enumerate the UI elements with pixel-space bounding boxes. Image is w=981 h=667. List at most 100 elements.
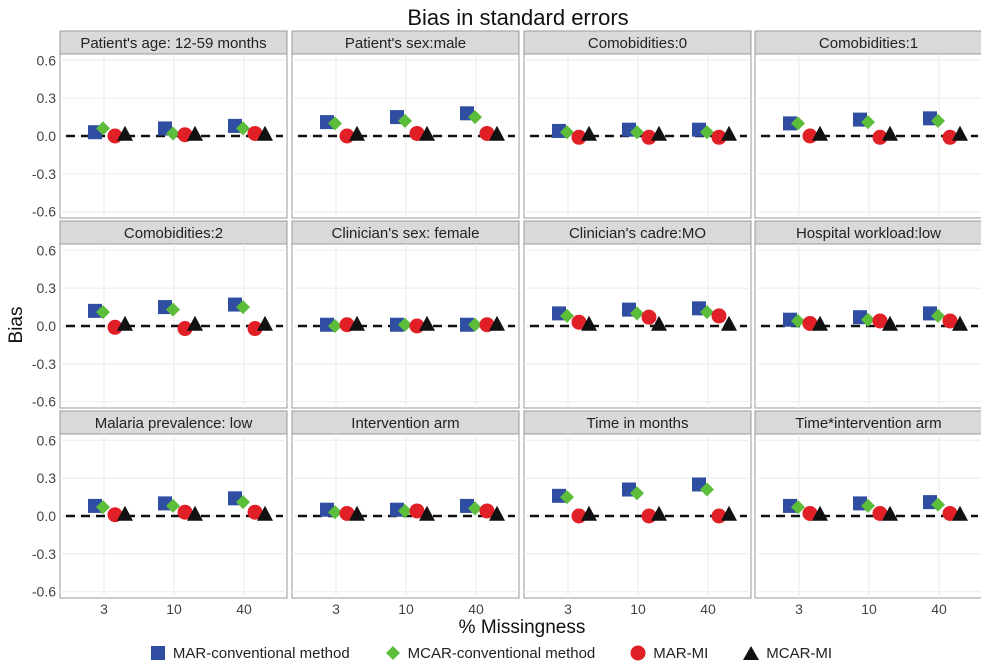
x-tick-label: 10 [861, 601, 877, 617]
point-mcar-mi [651, 505, 667, 521]
facet-panel: Patient's sex:male [291, 30, 520, 219]
point-mcar-conventional [96, 121, 110, 136]
point-mcar-conventional [398, 113, 412, 128]
x-axis-title: % Missingness [459, 617, 586, 638]
point-mcar-mi [651, 125, 667, 141]
point-mar-mi [802, 505, 818, 521]
x-tick-label: 10 [630, 601, 646, 617]
point-mar-mi [409, 125, 425, 141]
legend-item-mcar-conventional: MCAR-conventional method [384, 644, 595, 662]
point-mcar-mi [117, 125, 133, 141]
point-mcar-conventional [931, 308, 945, 323]
point-mar-conventional [783, 116, 797, 131]
point-mar-mi [339, 505, 355, 521]
point-mcar-mi [581, 315, 597, 331]
facet-panel: Clinician's sex: female [291, 220, 520, 409]
point-mcar-mi [117, 315, 133, 331]
x-tick-label: 40 [468, 601, 484, 617]
x-tick-label: 40 [700, 601, 716, 617]
point-mcar-mi [257, 315, 273, 331]
point-mcar-conventional [236, 300, 250, 315]
y-tick-label: 0.0 [37, 508, 57, 524]
y-tick-label: 0.3 [37, 470, 57, 486]
point-mcar-conventional [96, 305, 110, 320]
facet-panels: 0.6 0.3 0.0 -0.3 -0.6 0.6 0.3 0.0 -0.3 -0.6 0.6 0.3… [32, 30, 981, 617]
panel-title: Clinician's cadre:MO [569, 225, 706, 242]
y-tick-label: -0.3 [32, 546, 56, 562]
point-mcar-conventional [630, 486, 644, 501]
point-mar-mi [641, 309, 657, 325]
point-mar-mi [872, 313, 888, 329]
point-mcar-conventional [328, 116, 342, 131]
legend-label: MAR-MI [653, 644, 709, 662]
point-mar-mi [711, 129, 727, 145]
point-mcar-mi [721, 125, 737, 141]
point-mcar-conventional [236, 121, 250, 136]
x-tick-label: 40 [236, 601, 252, 617]
point-mar-mi [479, 125, 495, 141]
x-tick-label: 3 [564, 601, 572, 617]
point-mcar-mi [257, 505, 273, 521]
point-mcar-mi [257, 125, 273, 141]
x-tick-label: 3 [795, 601, 803, 617]
point-mcar-conventional [236, 495, 250, 510]
y-tick-label: -0.6 [32, 204, 56, 220]
panel-title: Malaria prevalence: low [95, 415, 253, 432]
point-mcar-mi [721, 315, 737, 331]
point-mcar-conventional [861, 115, 875, 130]
point-mar-mi [247, 125, 263, 141]
point-mcar-mi [952, 125, 968, 141]
point-mar-mi [942, 505, 958, 521]
facet-panel: Comobidities:1 [754, 30, 981, 219]
point-mcar-conventional [861, 312, 875, 327]
point-mcar-mi [489, 315, 505, 331]
point-mcar-conventional [166, 302, 180, 317]
legend-item-mar-mi: MAR-MI [629, 644, 708, 662]
point-mcar-conventional [328, 319, 342, 333]
point-mcar-mi [812, 505, 828, 521]
facet-panel: Comobidities:2 [59, 220, 288, 409]
y-axis-title: Bias [6, 307, 27, 344]
panel-title: Patient's age: 12-59 months [80, 35, 266, 52]
point-mar-mi [942, 313, 958, 329]
point-mcar-conventional [630, 125, 644, 140]
x-tick-label: 10 [398, 601, 414, 617]
panel-title: Hospital workload:low [796, 225, 941, 242]
panel-title: Clinician's sex: female [332, 225, 480, 242]
point-mar-mi [247, 504, 263, 520]
point-mar-mi [942, 129, 958, 145]
circle-icon [630, 645, 646, 661]
point-mcar-mi [581, 505, 597, 521]
legend: MAR-conventional method MCAR-conventiona… [0, 640, 981, 666]
point-mcar-conventional [791, 116, 805, 131]
legend-label: MCAR-MI [766, 644, 833, 662]
point-mcar-mi [651, 315, 667, 331]
point-mcar-mi [489, 125, 505, 141]
point-mcar-conventional [700, 305, 714, 320]
y-tick-label: 0.0 [37, 128, 57, 144]
point-mcar-conventional [560, 490, 574, 505]
diamond-icon [385, 646, 400, 660]
point-mcar-conventional [931, 497, 945, 512]
y-tick-label: 0.3 [37, 280, 57, 296]
legend-item-mcar-mi: MCAR-MI [742, 644, 832, 662]
point-mcar-mi [812, 125, 828, 141]
point-mcar-mi [419, 125, 435, 141]
point-mar-mi [571, 129, 587, 145]
point-mcar-mi [882, 125, 898, 141]
y-tick-label: 0.6 [37, 52, 57, 68]
point-mcar-conventional [861, 498, 875, 513]
point-mar-mi [641, 129, 657, 145]
point-mar-mi [479, 503, 495, 519]
square-icon [150, 646, 165, 660]
point-mcar-mi [349, 125, 365, 141]
point-mcar-conventional [791, 313, 805, 328]
point-mcar-mi [812, 315, 828, 331]
point-mcar-mi [882, 505, 898, 521]
point-mcar-conventional [166, 126, 180, 141]
point-mar-mi [409, 503, 425, 519]
point-mcar-conventional [166, 498, 180, 513]
facet-panel: Comobidities:0 [523, 30, 752, 219]
point-mcar-conventional [931, 113, 945, 128]
point-mcar-conventional [468, 110, 482, 125]
